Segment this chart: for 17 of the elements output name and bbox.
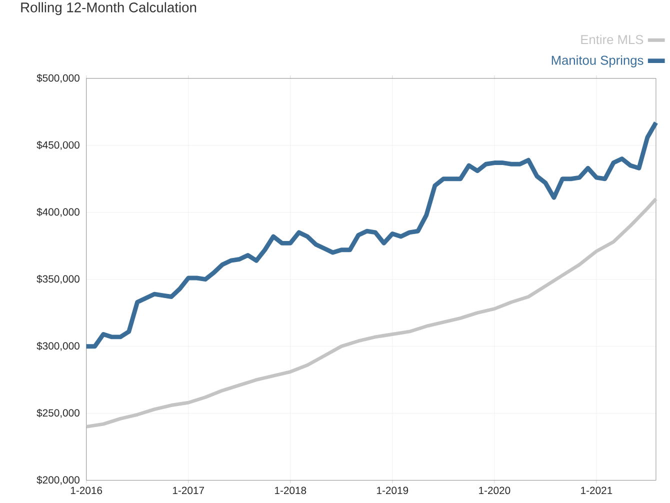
y-tick-label: $250,000: [36, 408, 80, 418]
y-tick-label: $200,000: [36, 476, 80, 485]
y-tick-label: $350,000: [36, 274, 80, 284]
y-tick-label: $400,000: [36, 208, 80, 217]
y-tick-label: $300,000: [36, 342, 80, 351]
x-tick-label: 1-2017: [172, 486, 204, 494]
chart-title: Rolling 12-Month Calculation: [21, 2, 196, 16]
x-tick-label: 1-2019: [377, 486, 408, 494]
x-tick-label: 1-2018: [275, 486, 306, 494]
y-tick-label: $450,000: [36, 140, 80, 150]
x-tick-label: 1-2021: [581, 486, 612, 494]
line-series: [84, 197, 658, 428]
x-tick-label: 1-2020: [479, 486, 510, 494]
x-tick-label: 1-2016: [70, 486, 102, 494]
legend-label: Manitou Springs: [552, 55, 644, 68]
y-tick-label: $500,000: [36, 74, 80, 83]
legend-label: Entire MLS: [581, 34, 644, 44]
